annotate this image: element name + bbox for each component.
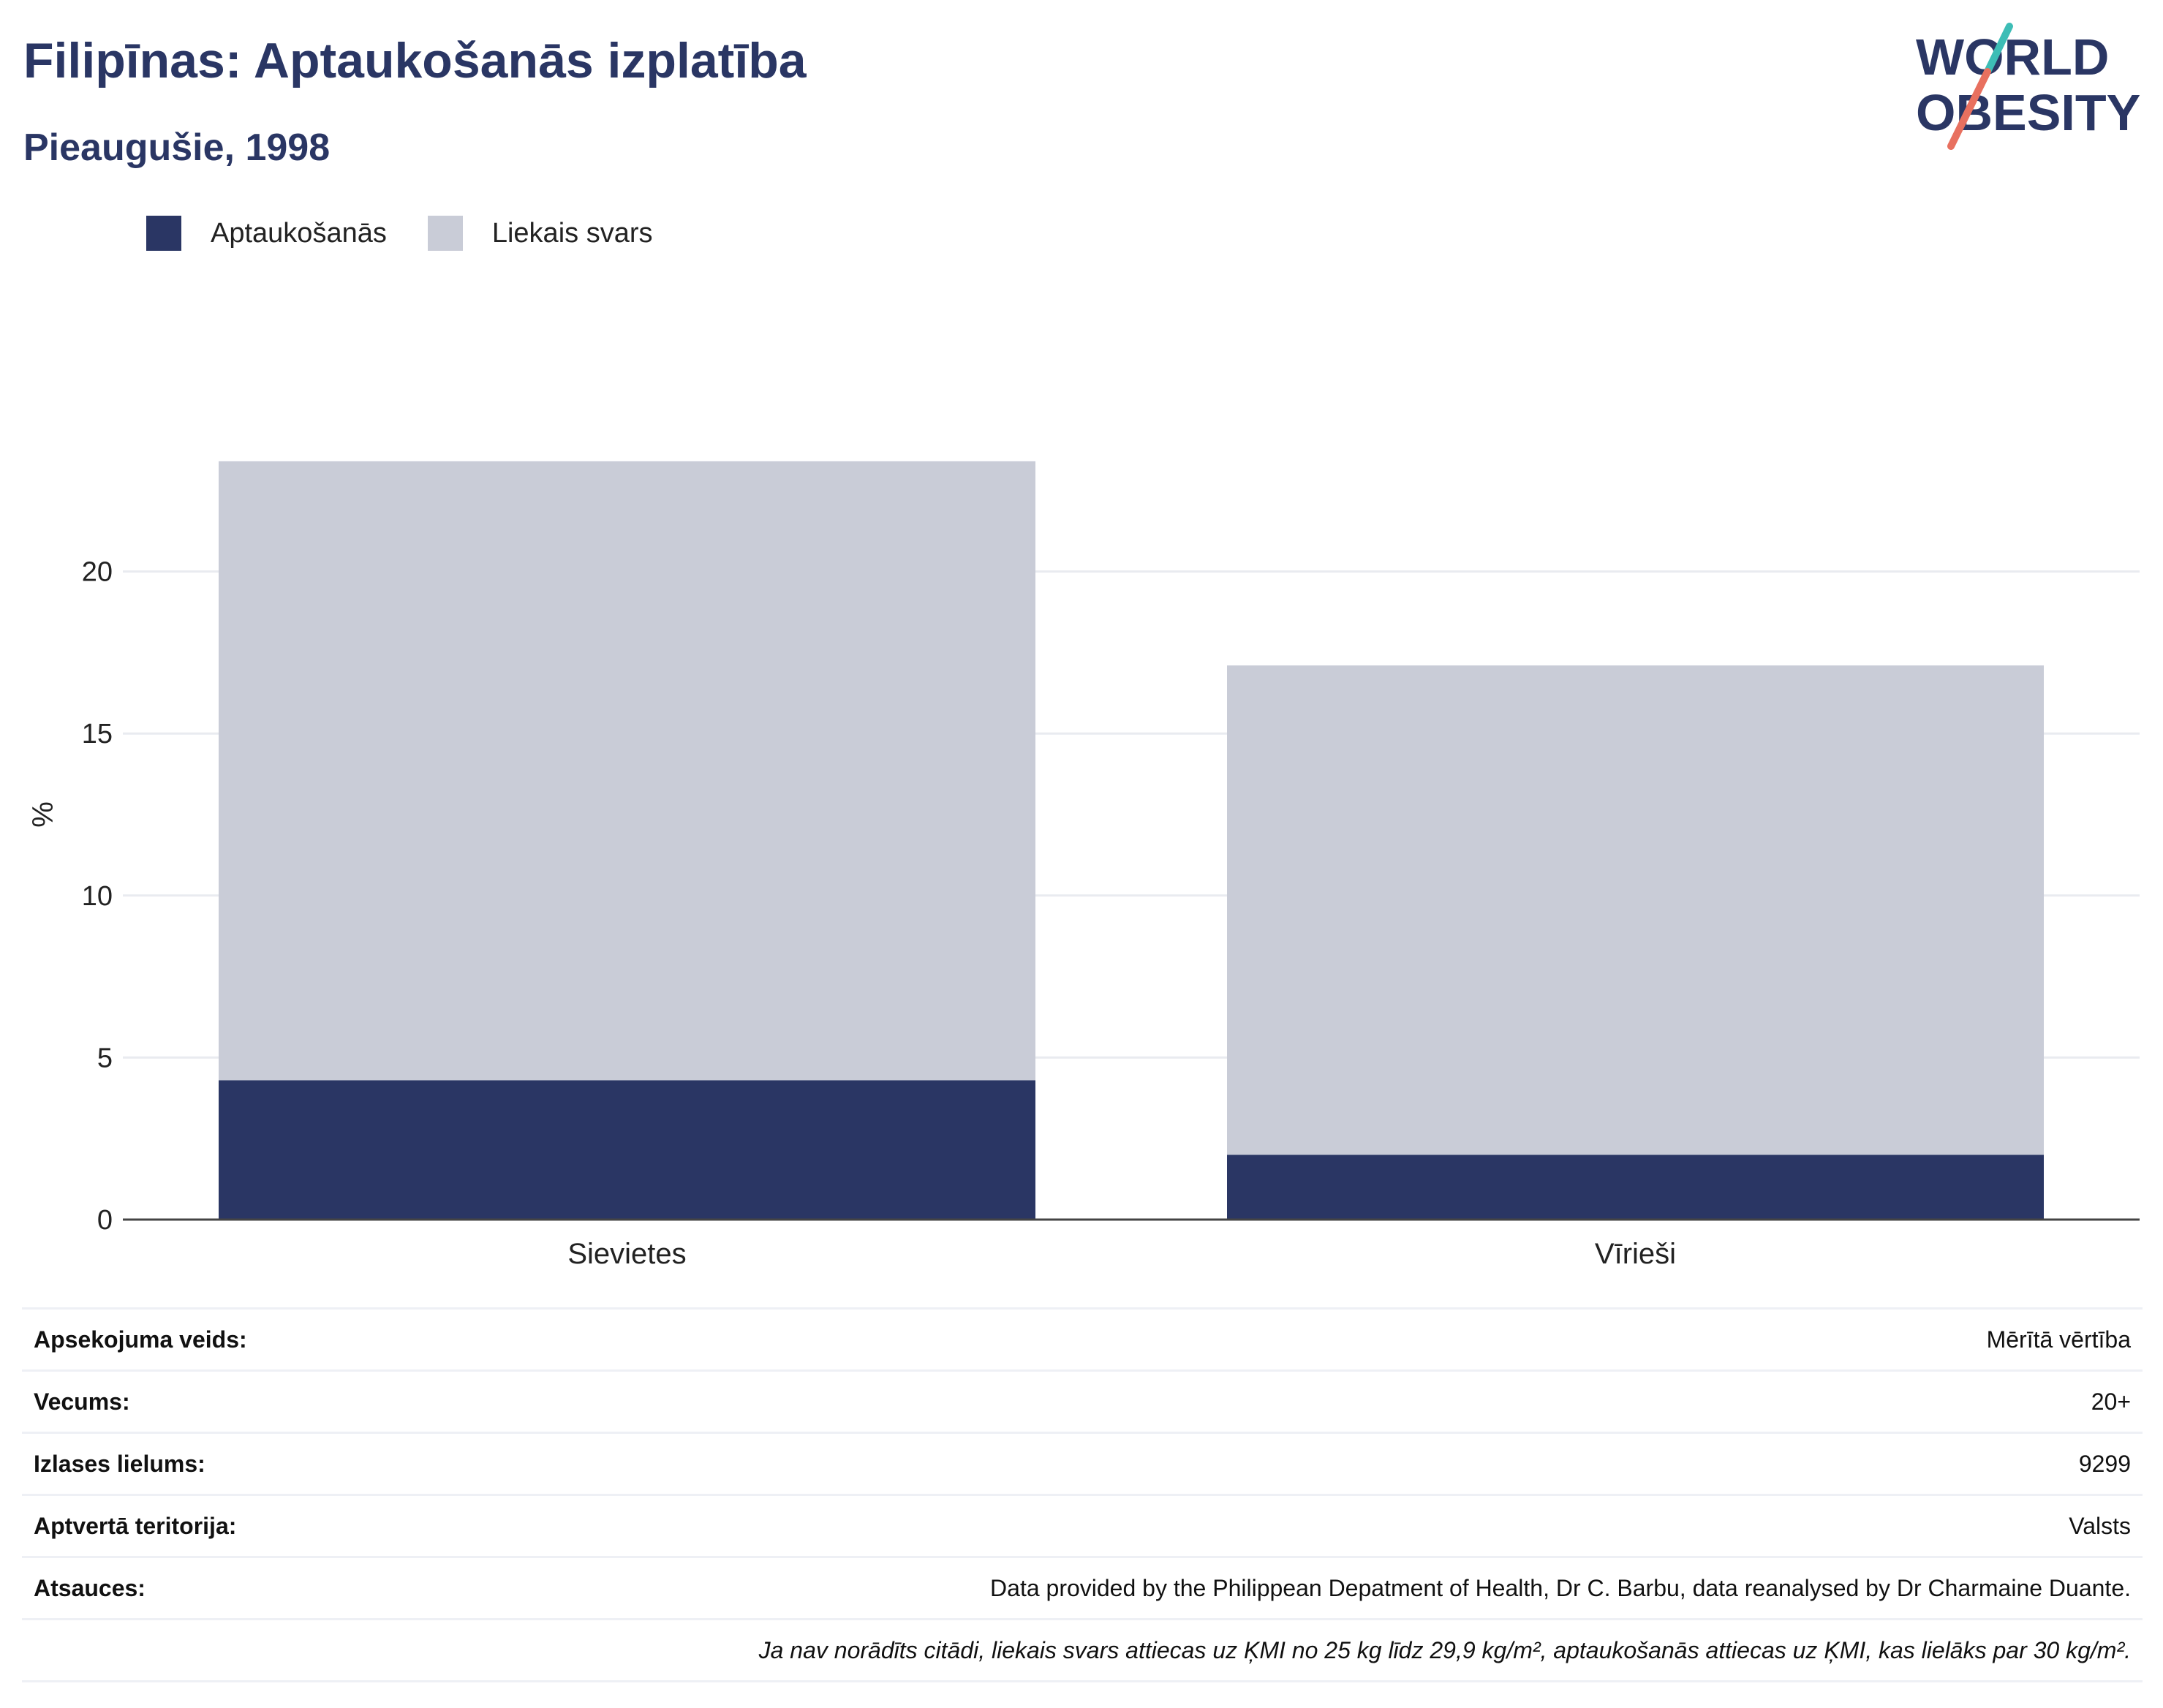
- info-key: Aptvertā teritorija:: [22, 1494, 380, 1557]
- legend-item-overweight[interactable]: Liekais svars: [427, 216, 653, 251]
- y-tick-label: 20: [82, 557, 113, 588]
- info-row: Atsauces: Data provided by the Philippean…: [22, 1556, 2143, 1620]
- logo-slash-bottom: [1947, 68, 1991, 150]
- bar-overweight[interactable]: [219, 461, 1035, 1081]
- y-tick-label: 0: [97, 1205, 113, 1236]
- info-value: Valsts: [380, 1494, 2143, 1557]
- info-key: Izlases lielums:: [22, 1432, 380, 1495]
- bar-overweight[interactable]: [1227, 665, 2044, 1155]
- bar-obesity[interactable]: [1227, 1155, 2044, 1220]
- x-tick-label: Sievietes: [567, 1238, 686, 1270]
- legend-label-overweight: Liekais svars: [491, 217, 653, 249]
- chart-subtitle: Pieaugušie, 1998: [23, 126, 331, 169]
- x-tick-label: Vīrieši: [1595, 1238, 1676, 1270]
- info-value: Data provided by the Philippean Depatmen…: [380, 1556, 2143, 1620]
- footnote: Ja nav norādīts citādi, liekais svars at…: [22, 1618, 2143, 1682]
- info-row: Aptvertā teritorija: Valsts: [22, 1494, 2143, 1557]
- info-row: Apsekojuma veids: Mērītā vērtība: [22, 1307, 2143, 1371]
- legend-item-obesity[interactable]: Aptaukošanās: [146, 216, 387, 251]
- chart-legend: Aptaukošanās Liekais svars: [146, 216, 693, 251]
- y-axis-label: %: [27, 801, 59, 828]
- info-row: Izlases lielums: 9299: [22, 1432, 2143, 1495]
- stacked-bar-chart: 0 5 10 15 20% Sievietes Vīrieši: [27, 461, 2140, 1270]
- world-obesity-logo: WORLD OBESITY: [1916, 23, 2140, 150]
- y-tick-label: 15: [82, 719, 113, 749]
- bar-obesity[interactable]: [219, 1080, 1035, 1220]
- y-tick-label: 5: [97, 1043, 113, 1073]
- logo-word-obesity: OBESITY: [1916, 84, 2140, 141]
- info-value: 20+: [380, 1369, 2143, 1433]
- logo-slash-top: [1984, 23, 2013, 75]
- info-value: Mērītā vērtība: [380, 1307, 2143, 1371]
- y-tick-label: 10: [82, 881, 113, 912]
- info-key: Vecums:: [22, 1369, 380, 1433]
- survey-info-table: Apsekojuma veids: Mērītā vērtība Vecums: 20…: [22, 1307, 2143, 1682]
- legend-label-obesity: Aptaukošanās: [211, 217, 387, 249]
- legend-swatch-obesity: [146, 216, 181, 251]
- info-key: Apsekojuma veids:: [22, 1307, 380, 1371]
- info-row: Vecums: 20+: [22, 1369, 2143, 1433]
- legend-swatch-overweight: [427, 216, 463, 251]
- logo-word-world: WORLD: [1916, 29, 2109, 86]
- info-key: Atsauces:: [22, 1556, 380, 1620]
- chart-title: Filipīnas: Aptaukošanās izplatība: [23, 33, 807, 88]
- footnote-row: Ja nav norādīts citādi, liekais svars at…: [22, 1618, 2143, 1682]
- info-value: 9299: [380, 1432, 2143, 1495]
